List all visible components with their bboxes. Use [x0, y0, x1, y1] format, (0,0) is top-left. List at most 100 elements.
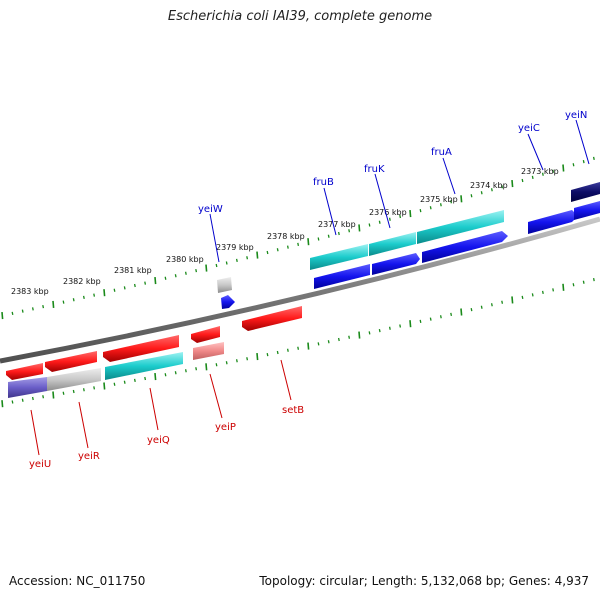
minor-tick: [317, 237, 320, 241]
minor-tick: [388, 217, 391, 221]
minor-tick: [235, 359, 238, 363]
major-tick: [460, 195, 463, 203]
kbp-label: 2382 kbp: [63, 277, 101, 286]
reverse-label-leaders: [30, 359, 292, 456]
minor-tick: [72, 389, 75, 394]
reverse-gene-track: [6, 306, 302, 398]
forward-label-leaders: [209, 119, 590, 263]
minor-tick: [266, 250, 269, 255]
kbp-label: 2378 kbp: [267, 232, 305, 241]
minor-tick: [572, 283, 575, 287]
minor-tick: [31, 396, 34, 401]
minor-tick: [521, 178, 524, 183]
minor-tick: [327, 340, 330, 344]
gene-label-yeiR: yeiR: [78, 451, 100, 462]
leader-line: [575, 119, 590, 165]
minor-tick: [62, 391, 65, 395]
gene-arrow-yeiQ: [103, 335, 179, 362]
forward-gene-track: [217, 182, 600, 309]
minor-tick: [470, 307, 473, 312]
gene-arrow-yeiR-gray: [47, 368, 101, 391]
major-tick: [103, 289, 106, 297]
kbp-label: 2376 kbp: [369, 208, 407, 217]
minor-tick: [419, 319, 422, 324]
leader-line: [209, 373, 223, 419]
leader-line: [374, 173, 391, 229]
minor-tick: [113, 288, 116, 292]
major-tick: [358, 331, 361, 339]
minor-tick: [480, 305, 483, 309]
gene-arrow-fruB: [314, 264, 370, 289]
minor-tick: [429, 317, 432, 321]
gene-arrow-yeiP-pink: [193, 342, 224, 360]
gene-arrow-yeiW: [221, 295, 235, 309]
minor-tick: [82, 388, 85, 392]
leader-line: [323, 187, 337, 236]
leader-line: [78, 401, 89, 449]
minor-tick: [164, 373, 167, 377]
minor-tick: [215, 363, 218, 367]
kbp-label: 2381 kbp: [114, 266, 152, 275]
outer-tick-ring: [1, 156, 595, 320]
minor-tick: [174, 371, 177, 375]
minor-tick: [174, 274, 177, 278]
minor-tick: [42, 395, 45, 399]
minor-tick: [133, 378, 136, 383]
minor-tick: [490, 303, 493, 307]
minor-tick: [582, 159, 585, 164]
minor-tick: [348, 335, 351, 339]
minor-tick: [266, 352, 269, 357]
kbp-label: 2373 kbp: [521, 167, 559, 176]
minor-tick: [286, 348, 289, 352]
major-tick: [205, 363, 208, 371]
major-tick: [1, 312, 4, 320]
gene-label-yeiU: yeiU: [29, 459, 51, 470]
gene-arrow-yeiU: [6, 363, 43, 380]
minor-tick: [490, 188, 493, 192]
gene-label-yeiQ: yeiQ: [147, 435, 170, 446]
minor-tick: [276, 248, 279, 252]
major-tick: [256, 251, 259, 259]
major-tick: [460, 308, 463, 316]
leader-line: [442, 157, 456, 195]
major-tick: [1, 400, 4, 408]
major-tick: [409, 320, 412, 328]
gene-arrow-yeiR: [45, 351, 97, 372]
minor-tick: [11, 400, 14, 404]
leader-line: [30, 409, 40, 456]
minor-tick: [439, 203, 442, 207]
minor-tick: [450, 200, 453, 204]
genome-backbone: [0, 216, 600, 364]
minor-tick: [123, 286, 126, 290]
major-tick: [358, 224, 361, 232]
minor-tick: [21, 398, 24, 402]
minor-tick: [552, 288, 555, 292]
minor-tick: [31, 307, 34, 311]
minor-tick: [337, 231, 340, 236]
gene-label-fruK: fruK: [364, 164, 385, 175]
major-tick: [562, 283, 565, 291]
minor-tick: [113, 382, 116, 386]
minor-tick: [378, 328, 381, 333]
minor-tick: [450, 312, 453, 317]
minor-tick: [552, 169, 555, 173]
leader-line: [280, 359, 292, 401]
minor-tick: [11, 311, 14, 316]
major-tick: [256, 353, 259, 361]
minor-tick: [42, 304, 45, 309]
minor-tick: [501, 185, 504, 189]
minor-tick: [470, 194, 473, 198]
minor-tick: [225, 361, 228, 365]
gene-label-setB: setB: [282, 405, 304, 416]
major-tick: [52, 300, 55, 308]
minor-tick: [164, 276, 167, 280]
gene-label-yeiN: yeiN: [565, 110, 587, 121]
minor-tick: [480, 191, 483, 195]
minor-tick: [246, 357, 249, 361]
minor-tick: [276, 350, 279, 355]
leader-line: [527, 133, 544, 171]
minor-tick: [93, 386, 96, 390]
gene-arrow-navy: [571, 182, 600, 202]
minor-tick: [348, 229, 351, 233]
